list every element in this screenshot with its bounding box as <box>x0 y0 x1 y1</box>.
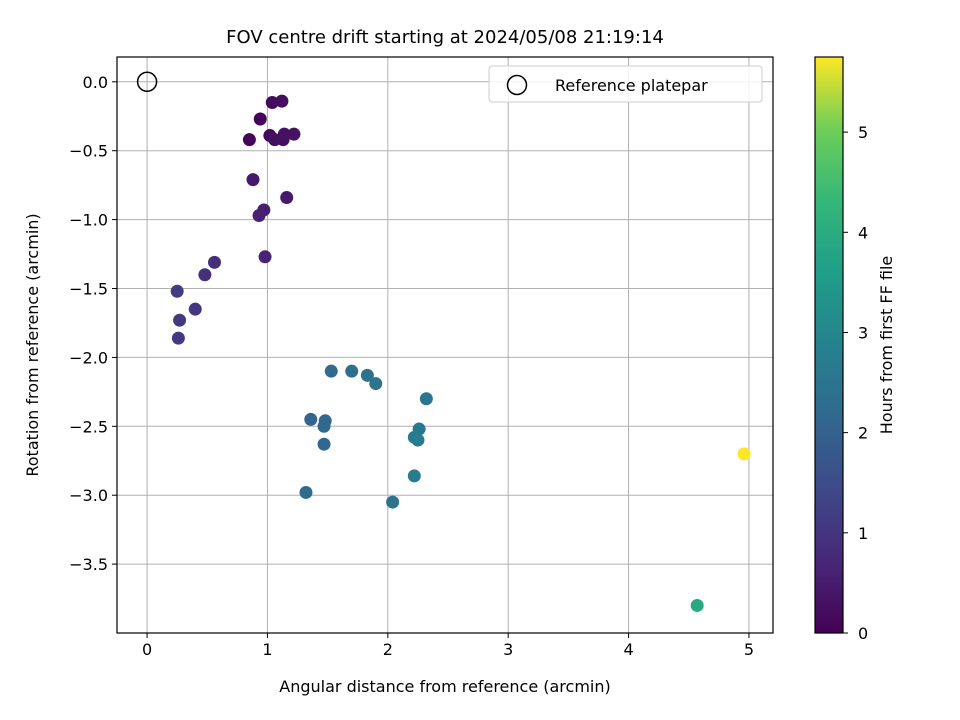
y-axis-label: Rotation from reference (arcmin) <box>23 213 42 476</box>
y-tick-label: −2.0 <box>69 348 108 367</box>
data-point <box>173 313 187 327</box>
data-point <box>287 127 301 141</box>
data-point <box>198 268 212 282</box>
data-point <box>737 447 751 461</box>
x-axis-ticks: 0 1 2 3 4 5 <box>142 633 754 659</box>
data-point <box>280 191 294 205</box>
data-point <box>277 127 291 141</box>
data-point <box>324 364 338 378</box>
colorbar-gradient <box>814 56 844 634</box>
data-point <box>258 250 272 264</box>
data-point <box>345 364 359 378</box>
legend-marker <box>506 74 528 96</box>
y-tick-label: −0.5 <box>69 142 108 161</box>
colorbar-tick-label: 4 <box>858 223 868 242</box>
x-tick-label: 2 <box>383 640 393 659</box>
data-point <box>360 368 374 382</box>
y-tick-label: 0.0 <box>83 73 108 92</box>
data-point <box>304 412 318 426</box>
legend: Reference platepar <box>488 65 763 103</box>
reference-marker <box>136 71 158 93</box>
data-point <box>265 95 279 109</box>
colorbar-tick-label: 2 <box>858 424 868 443</box>
x-axis-label: Angular distance from reference (arcmin) <box>279 677 610 696</box>
data-point <box>317 437 331 451</box>
data-point <box>253 112 267 126</box>
y-tick-label: −1.0 <box>69 211 108 230</box>
grid-lines <box>117 57 773 633</box>
data-point <box>369 377 383 391</box>
data-point <box>317 419 331 433</box>
y-tick-label: −1.5 <box>69 280 108 299</box>
data-point <box>411 433 425 447</box>
data-point <box>246 173 260 187</box>
data-points <box>170 94 751 612</box>
data-point <box>170 284 184 298</box>
data-point <box>690 598 704 612</box>
data-point <box>419 392 433 406</box>
colorbar-tick-label: 1 <box>858 524 868 543</box>
x-tick-label: 1 <box>262 640 272 659</box>
data-point <box>188 302 202 316</box>
x-tick-label: 4 <box>623 640 633 659</box>
colorbar-ticks: 0 1 2 3 4 5 <box>843 123 868 643</box>
data-point <box>275 94 289 108</box>
x-tick-label: 3 <box>503 640 513 659</box>
plot-frame <box>116 56 774 634</box>
y-tick-label: −3.5 <box>69 555 108 574</box>
legend-label: Reference platepar <box>555 76 708 95</box>
chart-title: FOV centre drift starting at 2024/05/08 … <box>226 27 664 48</box>
data-point <box>386 495 400 509</box>
x-tick-label: 5 <box>744 640 754 659</box>
y-axis-ticks: 0.0 −0.5 −1.0 −1.5 −2.0 −2.5 −3.0 −3.5 <box>69 73 117 574</box>
colorbar-tick-label: 0 <box>858 624 868 643</box>
legend-box <box>488 65 763 103</box>
y-tick-label: −2.5 <box>69 417 108 436</box>
data-point <box>207 255 221 269</box>
colorbar-tick-label: 5 <box>858 123 868 142</box>
data-point <box>252 208 266 222</box>
data-point <box>407 469 421 483</box>
colorbar: 0 1 2 3 4 5 Hours from first FF file <box>814 56 896 643</box>
data-point <box>171 331 185 345</box>
data-point <box>299 485 313 499</box>
y-tick-label: −3.0 <box>69 486 108 505</box>
colorbar-label: Hours from first FF file <box>877 256 896 435</box>
data-point <box>242 133 256 147</box>
x-tick-label: 0 <box>142 640 152 659</box>
colorbar-tick-label: 3 <box>858 323 868 342</box>
